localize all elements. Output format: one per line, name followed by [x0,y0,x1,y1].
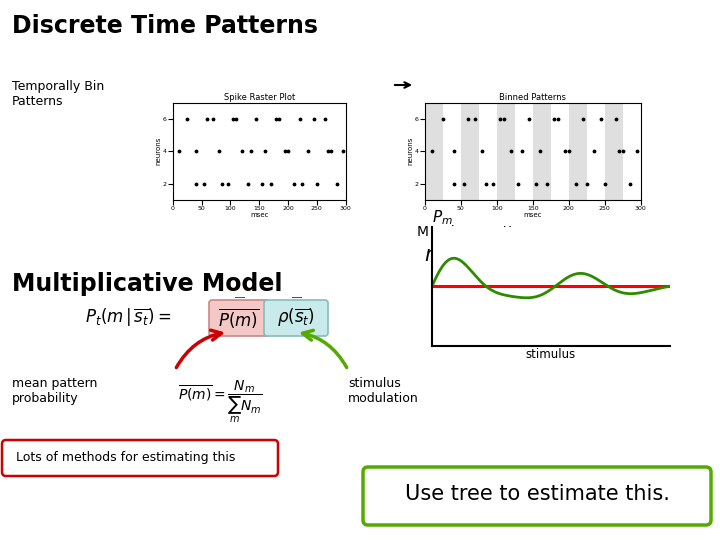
Text: mean pattern
probability: mean pattern probability [12,377,97,405]
Bar [425,103,443,200]
Text: $\rho(\overline{s_t})$: $\rho(\overline{s_t})$ [277,307,315,329]
X-axis label: stimulus: stimulus [526,348,576,361]
Bar [461,103,479,200]
Bar [443,103,461,200]
Text: $m \in 1...M$: $m \in 1...M$ [424,245,536,265]
Text: $P_t(m\,|\,\overline{s_t}) =$: $P_t(m\,|\,\overline{s_t}) =$ [85,307,171,329]
Bar [623,103,641,200]
Text: $\overline{\quad}$: $\overline{\quad}$ [234,292,244,301]
Text: Lots of methods for estimating this: Lots of methods for estimating this [16,450,235,463]
Bar [605,103,623,200]
Text: Multiplicative Model: Multiplicative Model [12,272,282,296]
Bar [569,103,587,200]
Y-axis label: neurons: neurons [156,137,161,165]
Title: Binned Patterns: Binned Patterns [499,93,567,102]
Bar [533,103,551,200]
FancyBboxPatch shape [2,440,278,476]
Text: $P_m$: $P_m$ [432,208,453,227]
Bar [497,103,515,200]
FancyBboxPatch shape [209,300,270,336]
Bar [587,103,605,200]
Text: Temporally Bin
Patterns: Temporally Bin Patterns [12,80,104,108]
Y-axis label: neurons: neurons [408,137,413,165]
FancyBboxPatch shape [264,300,328,336]
Bar [479,103,497,200]
Text: stimulus
modulation: stimulus modulation [348,377,419,405]
Bar [551,103,569,200]
Text: $\overline{\quad}$: $\overline{\quad}$ [291,292,301,301]
X-axis label: msec: msec [523,212,542,219]
Text: $\overline{P(m)}$: $\overline{P(m)}$ [218,306,260,330]
X-axis label: msec: msec [250,212,269,219]
Text: M unique patterns: M unique patterns [417,225,544,239]
Bar [515,103,533,200]
Text: Discrete Time Patterns: Discrete Time Patterns [12,14,318,38]
FancyBboxPatch shape [363,467,711,525]
Title: Spike Raster Plot: Spike Raster Plot [224,93,294,102]
Text: Use tree to estimate this.: Use tree to estimate this. [405,484,670,504]
Text: $\overline{P(m)} = \dfrac{N_m}{\sum_m N_m}$: $\overline{P(m)} = \dfrac{N_m}{\sum_m N_… [178,378,262,425]
